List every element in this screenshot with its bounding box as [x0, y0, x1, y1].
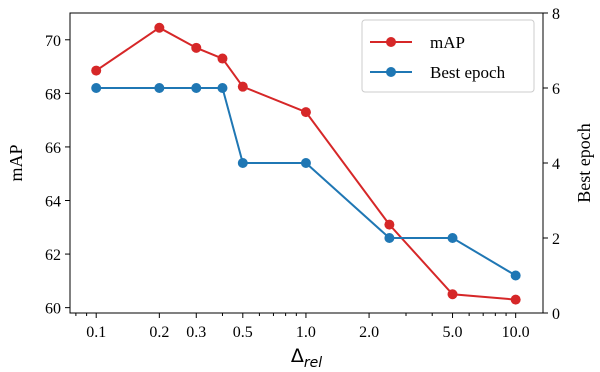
- data-point-best-epoch: [191, 83, 202, 93]
- data-point-map: [300, 107, 311, 118]
- x-tick-label-2-0: 2.0: [359, 324, 379, 341]
- data-point-best-epoch: [300, 158, 311, 168]
- data-point-map: [154, 22, 165, 33]
- x-tick-label-0-3: 0.3: [186, 324, 206, 341]
- x-axis-title: Δrel: [291, 345, 322, 371]
- data-point-best-epoch: [237, 158, 248, 168]
- x-tick-label-0-5: 0.5: [233, 324, 253, 341]
- data-point-map: [510, 294, 521, 305]
- x-tick-label-0-1: 0.1: [86, 324, 106, 341]
- data-point-best-epoch: [384, 233, 395, 243]
- y-tick-label-right-2: 2: [552, 231, 560, 248]
- y-tick-label-left-62: 62: [45, 247, 61, 264]
- y-tick-label-right-4: 4: [552, 156, 560, 173]
- y-axis-title-right: Best epoch: [574, 123, 594, 202]
- x-tick-label-5-0: 5.0: [443, 324, 463, 341]
- y-tick-label-left-66: 66: [45, 140, 61, 157]
- y-tick-label-left-70: 70: [45, 33, 61, 50]
- data-point-best-epoch: [510, 270, 521, 281]
- legend: mAP Best epoch: [361, 19, 535, 93]
- data-point-map: [384, 219, 395, 230]
- series-layer: [91, 22, 521, 305]
- y-axis-title-left: mAP: [6, 144, 26, 181]
- legend-marker-best-epoch: [386, 67, 396, 77]
- data-point-map: [217, 53, 228, 64]
- data-point-best-epoch: [154, 83, 165, 93]
- y-tick-label-left-64: 64: [45, 194, 61, 211]
- data-point-best-epoch: [91, 83, 102, 93]
- x-tick-label-10-0: 10.0: [502, 324, 530, 341]
- y-tick-label-right-6: 6: [552, 81, 560, 98]
- x-axis-title-main: Δ: [291, 345, 304, 367]
- x-axis-title-subscript: rel: [304, 355, 322, 371]
- data-point-best-epoch: [447, 233, 458, 243]
- data-point-map: [191, 42, 202, 53]
- x-tick-label-0-2: 0.2: [149, 324, 169, 341]
- legend-label-best-epoch: Best epoch: [430, 63, 506, 82]
- data-point-map: [447, 289, 458, 300]
- legend-box: [361, 19, 535, 93]
- y-tick-label-left-68: 68: [45, 86, 61, 103]
- data-point-map: [237, 81, 248, 92]
- axes-layer: 0.1 0.2 0.3 0.5 1.0 2.0 5.0 10.0606264666870024…: [45, 6, 560, 341]
- y-tick-label-right-8: 8: [552, 6, 560, 23]
- data-point-map: [91, 65, 102, 76]
- x-tick-label-1-0: 1.0: [296, 324, 316, 341]
- legend-marker-map: [386, 37, 396, 47]
- y-tick-label-left-60: 60: [45, 301, 61, 318]
- legend-label-map: mAP: [430, 33, 465, 52]
- y-tick-label-right-0: 0: [552, 306, 560, 323]
- data-point-best-epoch: [217, 83, 228, 93]
